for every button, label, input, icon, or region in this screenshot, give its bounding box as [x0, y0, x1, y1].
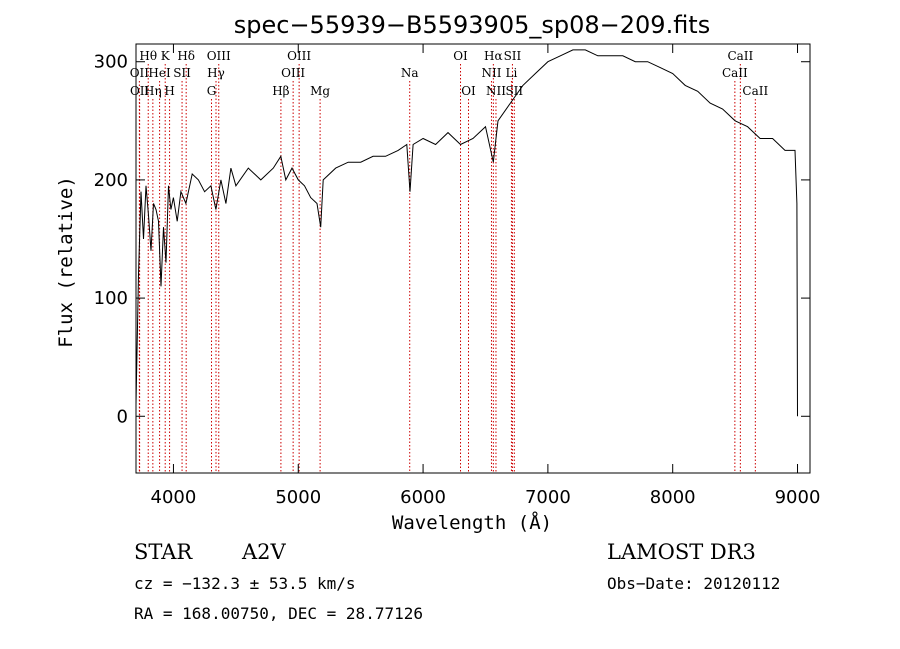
spectral-line-label: Li [506, 66, 518, 80]
spectral-line-label: Hβ [272, 84, 289, 98]
coordinates: RA = 168.00750, DEC = 28.77126 [134, 604, 423, 623]
spectral-line-label: Mg [310, 84, 330, 98]
plot-frame [135, 43, 811, 474]
x-tick-label: 5000 [275, 487, 321, 508]
spectral-line-label: H [164, 84, 174, 98]
x-tick-label: 6000 [400, 487, 446, 508]
observation-date: Obs−Date: 20120112 [607, 574, 780, 593]
y-tick-label: 200 [94, 170, 128, 191]
spectral-line-label: Na [401, 66, 419, 80]
spectral-line-label: SII [504, 49, 522, 63]
spectral-line-label: G [207, 84, 217, 98]
spectral-line-label: OIII [281, 66, 305, 80]
redshift-velocity: cz = −132.3 ± 53.5 km/s [134, 574, 356, 593]
spectral-line-label: HeI [148, 66, 171, 80]
spectral-line-label: OI [453, 49, 468, 63]
spectral-line-label: OIII [287, 49, 311, 63]
spectral-line-label: OII [130, 84, 150, 98]
y-axis-ticks: 0 100 200 300 [94, 52, 810, 427]
spectral-line-label: CaII [742, 84, 768, 98]
spectral-line-label: Hγ [207, 66, 225, 80]
x-tick-label: 8000 [650, 487, 696, 508]
y-axis-title: Flux (relative) [55, 176, 77, 348]
spectral-line-label: OIII [207, 49, 231, 63]
x-tick-label: 9000 [775, 487, 821, 508]
object-class-label: STAR [134, 540, 193, 564]
spectrum-series-line [135, 49, 798, 417]
spectral-line-label: K [161, 49, 171, 63]
spectral-line-label: OII [130, 66, 150, 80]
x-tick-label: 7000 [525, 487, 571, 508]
chart-title: spec−55939−B5593905_sp08−209.fits [234, 11, 710, 39]
subclass-label: A2V [241, 540, 287, 564]
y-tick-label: 300 [94, 52, 128, 73]
x-axis-ticks: 4000 5000 6000 7000 8000 9000 [151, 44, 821, 508]
spectral-line-label: NII [486, 84, 506, 98]
spectral-line-label: SII [173, 66, 191, 80]
spectral-line-label: NII [481, 66, 501, 80]
spectral-line-label: Hθ [139, 49, 157, 63]
spectral-line-label: SII [505, 84, 523, 98]
spectral-line-label: CaII [722, 66, 748, 80]
x-tick-label: 4000 [151, 487, 197, 508]
spectral-line-label: Hδ [177, 49, 195, 63]
spectral-line-label: OI [461, 84, 476, 98]
spectral-line-markers [138, 64, 756, 473]
y-tick-label: 100 [94, 288, 128, 309]
spectral-line-label: CaII [727, 49, 753, 63]
x-axis-title: Wavelength (Å) [392, 511, 552, 534]
y-tick-label: 0 [117, 406, 128, 427]
spectral-line-label: Hα [484, 49, 503, 63]
survey-label: LAMOST DR3 [607, 540, 756, 564]
spectral-line-label: Hη [144, 84, 162, 98]
